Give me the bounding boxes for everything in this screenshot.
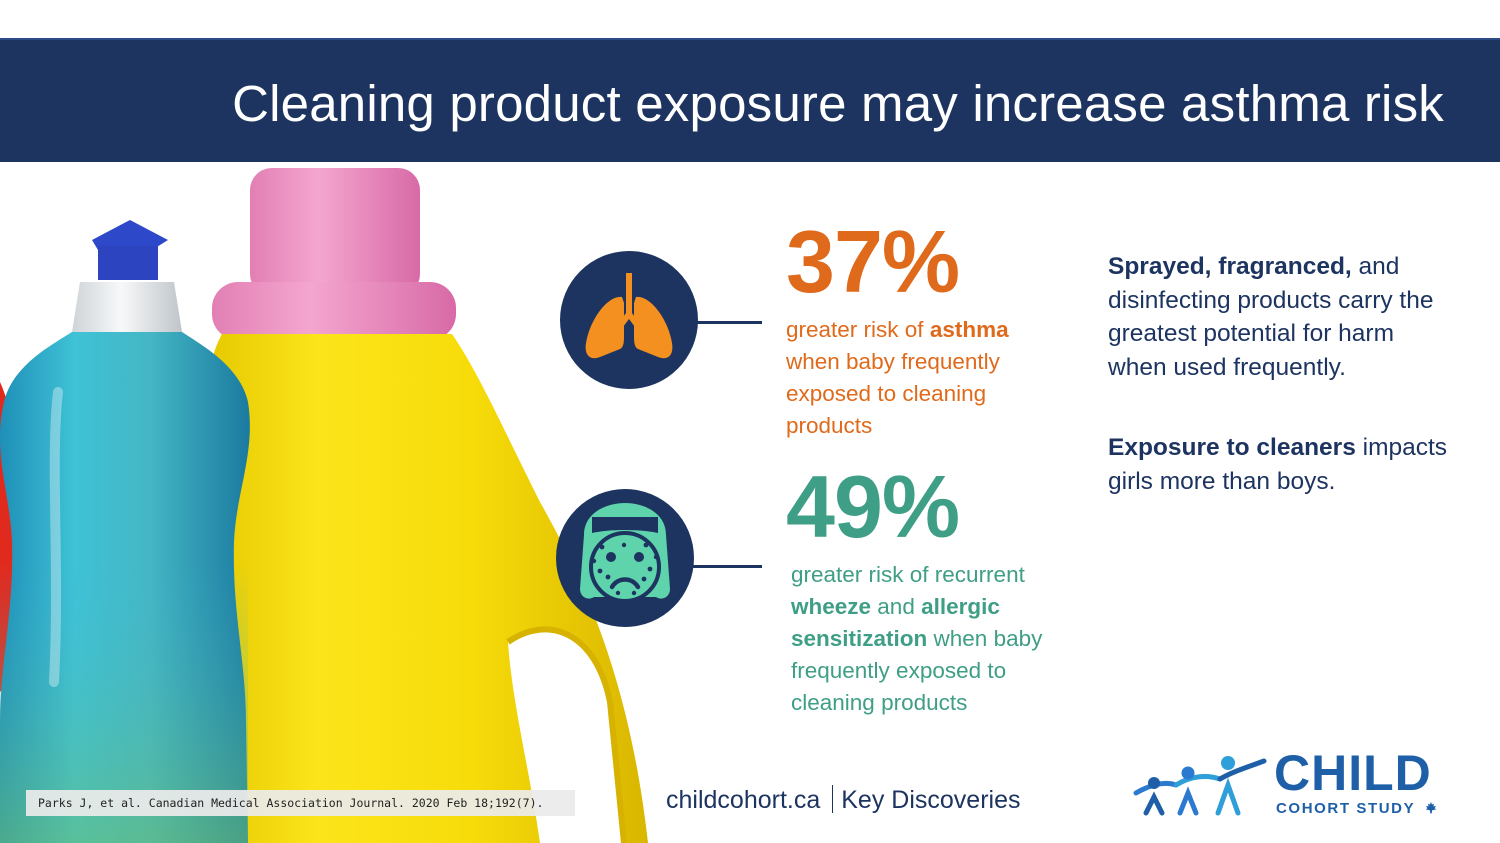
page-title: Cleaning product exposure may increase a… (232, 75, 1444, 132)
stat-wheeze: 49% greater risk of recurrent wheeze and… (786, 463, 1076, 719)
footer: childcohort.ca Key Discoveries (666, 782, 1020, 818)
yellow-detergent-jug (206, 168, 648, 843)
footer-site-link[interactable]: childcohort.ca (666, 786, 821, 814)
footer-divider (832, 785, 834, 813)
rash-face-icon-circle (556, 489, 694, 627)
logo-wordmark: CHILD (1274, 745, 1432, 801)
citation: Parks J, et al. Canadian Medical Associa… (26, 790, 575, 816)
family-figures-icon (1133, 756, 1267, 816)
rash-face-icon (580, 503, 670, 603)
child-cohort-logo: CHILD COHORT STUDY (1130, 745, 1460, 825)
cleaning-bottles-illustration (0, 162, 660, 843)
stat-asthma: 37% greater risk of asthma when baby fre… (786, 218, 1056, 442)
side-note-products: Sprayed, fragranced, and disinfecting pr… (1108, 253, 1434, 381)
header-bar: Cleaning product exposure may increase a… (0, 38, 1500, 162)
stat-asthma-caption: greater risk of asthma when baby frequen… (786, 317, 1009, 438)
footer-section: Key Discoveries (841, 786, 1021, 814)
lungs-icon-circle (560, 251, 698, 389)
side-note-girls: Exposure to cleaners impacts girls more … (1108, 434, 1448, 495)
maple-leaf-icon (1425, 802, 1437, 814)
stat-asthma-value: 37% (786, 212, 960, 311)
lungs-icon (585, 273, 673, 359)
stat-2-connector-line (692, 565, 762, 568)
logo-subtitle: COHORT STUDY (1276, 800, 1437, 817)
stat-1-connector-line (696, 321, 762, 324)
stat-wheeze-caption: greater risk of recurrent wheeze and all… (791, 562, 1043, 715)
blue-dish-soap-bottle (0, 220, 250, 843)
stat-wheeze-value: 49% (786, 457, 960, 556)
